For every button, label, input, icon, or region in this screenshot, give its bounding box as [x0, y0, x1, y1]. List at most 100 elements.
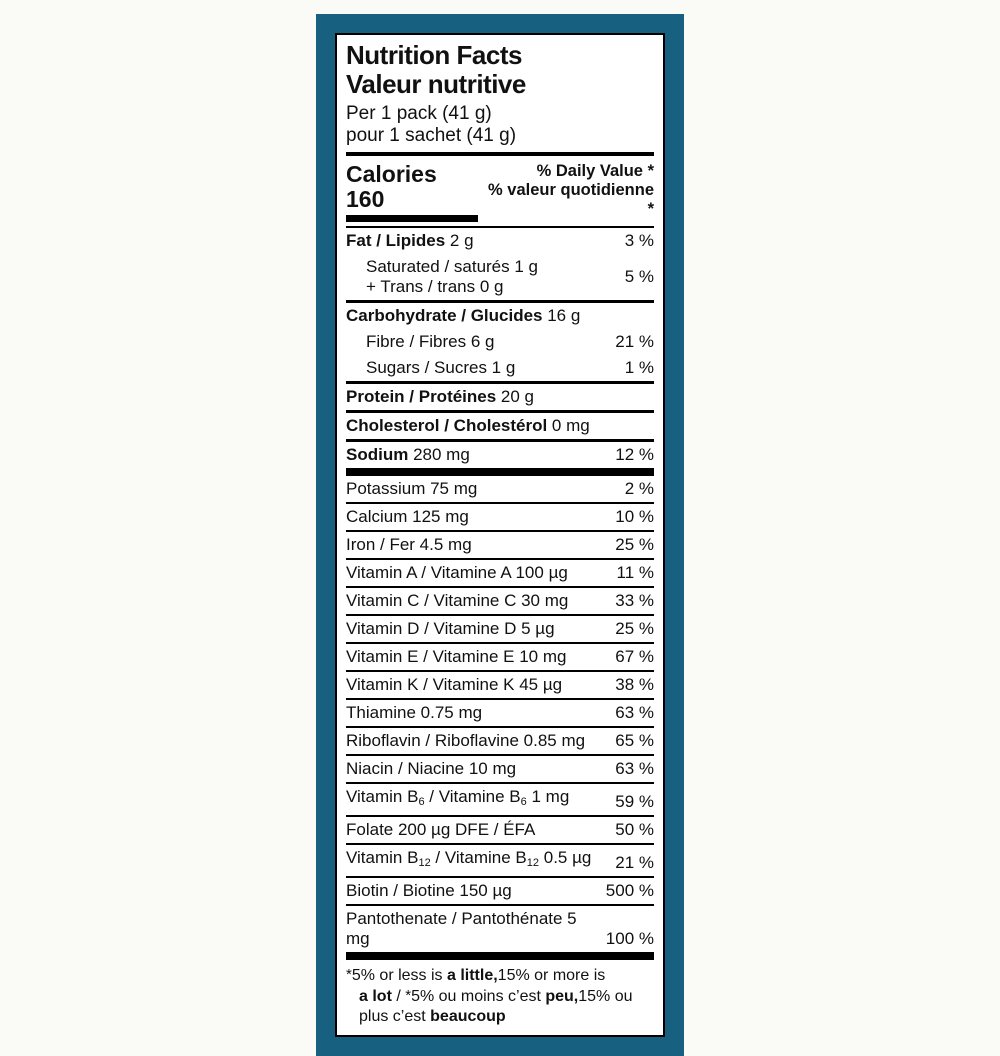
- nutrient-percent: 3 %: [624, 231, 654, 250]
- nutrient-name: Thiamine 0.75 mg: [346, 703, 482, 723]
- separator-rule: [346, 614, 654, 616]
- calories-underline-bar: [346, 215, 478, 222]
- separator-rule: [346, 698, 654, 700]
- nutrient-percent: 33 %: [615, 591, 654, 610]
- nutrient-name: Vitamin B6 / Vitamine B6 1 mg: [346, 787, 569, 812]
- text-segment: Iron / Fer 4.5 mg: [346, 535, 472, 554]
- row-iron: Iron / Fer 4.5 mg 25 %: [346, 532, 654, 558]
- nutrient-percent: 67 %: [615, 647, 654, 666]
- calories-value: 160: [346, 186, 385, 212]
- nutrient-name: Biotin / Biotine 150 µg: [346, 881, 512, 901]
- row-carbohydrate: Carbohydrate / Glucides 16 g: [346, 303, 654, 329]
- nutrient-percent: 63 %: [615, 759, 654, 778]
- row-protein: Protein / Protéines 20 g: [346, 384, 654, 410]
- separator-rule: [346, 502, 654, 504]
- nutrient-name: Sodium 280 mg: [346, 445, 470, 465]
- nutrient-percent: 59 %: [615, 792, 654, 811]
- daily-value-line-fr: % valeur quotidienne *: [488, 181, 654, 218]
- nutrient-percent: 50 %: [615, 820, 654, 839]
- separator-rule: [346, 558, 654, 560]
- row-vitamin-b12: Vitamin B12 / Vitamine B12 0.5 µg 21 %: [346, 845, 654, 876]
- text-segment: Potassium 75 mg: [346, 479, 478, 498]
- text-segment: *: [405, 987, 412, 1004]
- text-segment: 6: [418, 796, 425, 808]
- row-pantothenate: Pantothenate / Pantothénate 5 mg 100 %: [346, 906, 654, 952]
- nutrient-name: Folate 200 µg DFE / ÉFA: [346, 820, 535, 840]
- nutrient-percent: 10 %: [615, 507, 654, 526]
- text-segment: 0 mg: [547, 416, 590, 435]
- nutrient-percent: 63 %: [615, 703, 654, 722]
- text-segment: 20 g: [496, 387, 535, 406]
- nutrient-name: Vitamin C / Vitamine C 30 mg: [346, 591, 568, 611]
- separator-rule: [346, 754, 654, 756]
- row-vitamin-d: Vitamin D / Vitamine D 5 µg 25 %: [346, 616, 654, 642]
- text-segment: 16 g: [542, 306, 581, 325]
- footnote-line: a lot / *5% ou moins c’est peu,15% ou: [346, 986, 654, 1007]
- nutrient-percent: 21 %: [615, 853, 654, 872]
- text-segment: *: [346, 966, 352, 983]
- nutrient-percent: 500 %: [605, 881, 654, 900]
- nutrient-percent: 11 %: [616, 563, 655, 582]
- separator-rule: [346, 782, 654, 784]
- separator-rule: [346, 670, 654, 672]
- calories-label: Calories 160: [346, 162, 480, 212]
- nutrition-label-panel: Nutrition Facts Valeur nutritive Per 1 p…: [316, 14, 684, 1056]
- text-segment: Vitamin B: [346, 848, 419, 867]
- calories-row: Calories 160 % Daily Value * % valeur qu…: [346, 159, 654, 226]
- text-segment: Sodium: [346, 445, 409, 464]
- nutrient-name: Niacin / Niacine 10 mg: [346, 759, 516, 779]
- text-segment: Niacin / Niacine 10 mg: [346, 759, 517, 778]
- daily-value-line-en: % Daily Value *: [536, 162, 654, 180]
- row-folate: Folate 200 µg DFE / ÉFA 50 %: [346, 817, 654, 843]
- text-segment: Fat / Lipides: [346, 231, 446, 250]
- text-segment: Vitamin E / Vitamine E 10 mg: [346, 647, 567, 666]
- row-calcium: Calcium 125 mg 10 %: [346, 504, 654, 530]
- text-segment: + Trans / trans 0 g: [366, 277, 504, 296]
- text-segment: a lot: [359, 988, 392, 1005]
- separator-rule: [346, 843, 654, 845]
- separator-rule: [346, 381, 654, 384]
- nutrient-percent: 21 %: [615, 332, 654, 351]
- text-segment: Saturated / saturés 1 g: [366, 257, 538, 276]
- text-segment: beaucoup: [430, 1008, 506, 1025]
- separator-rule: [346, 439, 654, 442]
- nutrient-name: Saturated / saturés 1 g + Trans / trans 0…: [346, 257, 538, 297]
- text-segment: Vitamin B: [346, 787, 419, 806]
- calories-text: Calories: [346, 161, 437, 187]
- nutrient-name: Vitamin E / Vitamine E 10 mg: [346, 647, 566, 667]
- text-segment: Carbohydrate / Glucides: [346, 306, 543, 325]
- nutrient-percent: 2 %: [624, 479, 654, 498]
- text-segment: 6: [520, 796, 527, 808]
- nutrient-name: Potassium 75 mg: [346, 479, 477, 499]
- nutrient-name: Fat / Lipides 2 g: [346, 231, 474, 251]
- text-segment: Vitamin K / Vitamine K 45 µg: [346, 675, 563, 694]
- nutrient-name: Iron / Fer 4.5 mg: [346, 535, 472, 555]
- serving-size-fr: pour 1 sachet (41 g): [346, 125, 517, 146]
- calories-group: Calories 160: [346, 162, 480, 222]
- text-segment: Thiamine 0.75 mg: [346, 703, 483, 722]
- text-segment: 15% ou: [578, 988, 633, 1005]
- separator-rule: [346, 300, 654, 303]
- text-segment: 1 mg: [526, 787, 570, 806]
- separator-rule: [346, 904, 654, 906]
- text-segment: Cholesterol / Cholestérol: [346, 416, 548, 435]
- nutrient-name: Pantothenate / Pantothénate 5 mg: [346, 909, 600, 949]
- text-segment: 2 g: [445, 231, 474, 250]
- nutrient-name: Protein / Protéines 20 g: [346, 387, 534, 407]
- text-segment: Riboflavin / Riboflavine 0.85 mg: [346, 731, 586, 750]
- footnote-line: *5% or less is a little,15% or more is: [346, 965, 654, 986]
- separator-rule: [346, 815, 654, 817]
- row-vitamin-c: Vitamin C / Vitamine C 30 mg 33 %: [346, 588, 654, 614]
- row-vitamin-e: Vitamin E / Vitamine E 10 mg 67 %: [346, 644, 654, 670]
- row-vitamin-b6: Vitamin B6 / Vitamine B6 1 mg 59 %: [346, 784, 654, 815]
- separator-rule: [346, 586, 654, 588]
- nutrient-name: Vitamin B12 / Vitamine B12 0.5 µg: [346, 848, 591, 873]
- row-cholesterol: Cholesterol / Cholestérol 0 mg: [346, 413, 654, 439]
- separator-rule: [346, 530, 654, 532]
- text-segment: 280 mg: [408, 445, 470, 464]
- text-segment: 12: [418, 857, 431, 869]
- text-segment: Pantothenate / Pantothénate 5 mg: [346, 909, 577, 948]
- row-vitamin-a: Vitamin A / Vitamine A 100 µg 11 %: [346, 560, 654, 586]
- nutrient-rows: Fat / Lipides 2 g 3 % Saturated / saturés …: [346, 228, 654, 960]
- row-niacin: Niacin / Niacine 10 mg 63 %: [346, 756, 654, 782]
